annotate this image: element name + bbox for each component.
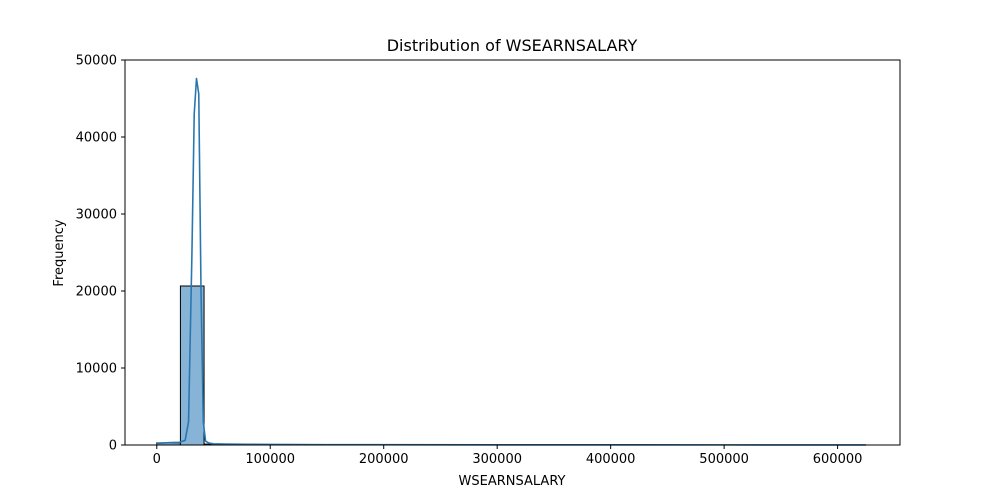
- histogram-bars: [156, 285, 867, 446]
- x-tick-label: 0: [153, 452, 161, 467]
- x-tick-label: 100000: [245, 452, 295, 467]
- kde-line: [156, 77, 866, 446]
- plot-frame: [124, 59, 901, 446]
- y-tick-label: 10000: [76, 362, 117, 377]
- kde-curve: [156, 77, 866, 446]
- y-tick-label: 40000: [76, 131, 117, 146]
- histogram-bar: [179, 285, 205, 446]
- y-tick-label: 50000: [76, 54, 117, 69]
- x-axis-label: WSEARNSALARY: [459, 474, 566, 489]
- y-tick-label: 20000: [76, 285, 117, 300]
- y-axis-label: Frequency: [52, 219, 67, 286]
- x-tick-label: 300000: [472, 452, 522, 467]
- x-tick-label: 400000: [586, 452, 636, 467]
- x-tick-label: 600000: [813, 452, 863, 467]
- y-tick-label: 30000: [76, 208, 117, 223]
- x-tick-label: 500000: [699, 452, 749, 467]
- x-axis: 0 100000 200000 300000 400000 500000 600000: [153, 445, 863, 467]
- y-axis: 0 10000 20000 30000 40000 50000: [76, 54, 125, 454]
- chart-title: Distribution of WSEARNSALARY: [387, 36, 638, 55]
- y-tick-label: 0: [109, 439, 117, 454]
- x-tick-label: 200000: [359, 452, 409, 467]
